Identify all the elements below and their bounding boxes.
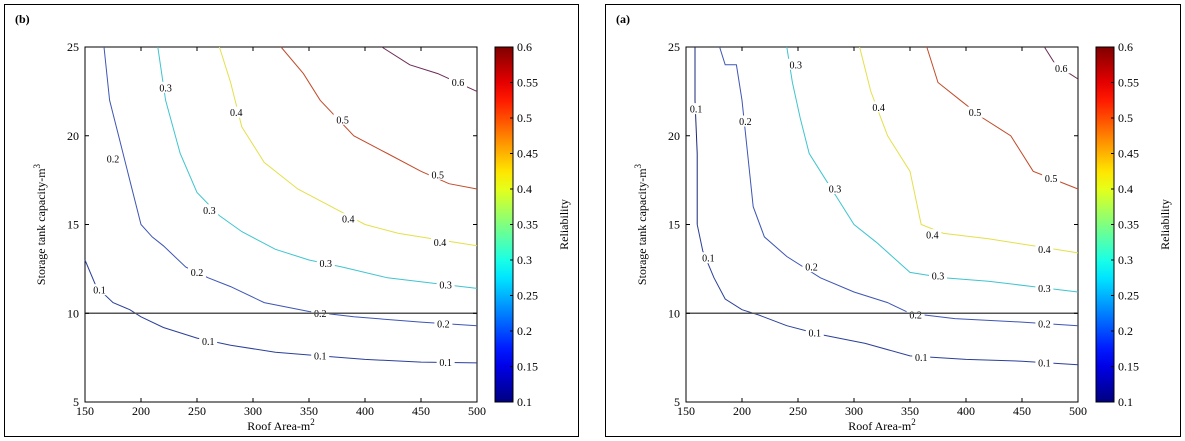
x-axis-label: Roof Area-m2: [247, 417, 314, 433]
contour-label: 0.4: [926, 231, 939, 242]
x-tick-label: 300: [845, 404, 863, 418]
contour-label: 0.1: [690, 105, 703, 116]
contour-label: 0.3: [1038, 284, 1051, 295]
contour-label: 0.4: [434, 238, 447, 249]
contour-label: 0.1: [314, 351, 327, 362]
colorbar-tick-label: 0.2: [1118, 324, 1133, 338]
contour-label: 0.4: [1038, 245, 1051, 256]
colorbar-tick-label: 0.15: [517, 360, 538, 374]
contour-label: 0.2: [191, 268, 204, 279]
contour-label: 0.1: [702, 254, 715, 265]
contour-label: 0.5: [969, 108, 982, 119]
contour-label: 0.3: [203, 206, 216, 217]
contour-label: 0.3: [159, 83, 172, 94]
x-tick-label: 200: [733, 404, 751, 418]
contour-label: 0.2: [1038, 319, 1051, 330]
y-tick-label: 20: [67, 129, 79, 143]
contour-chart-b: (b) 0.1 0.1 0.1 0.1 0.2 0.2 0.2 0.2 0.3 0.3 0.3 0.3 0…: [5, 5, 580, 438]
y-tick-label: 5: [674, 395, 680, 409]
y-tick-label: 5: [73, 395, 79, 409]
colorbar-tick-label: 0.25: [517, 289, 538, 303]
contour-label: 0.1: [915, 353, 928, 364]
y-tick-label: 10: [67, 306, 79, 320]
x-tick-label: 400: [356, 404, 374, 418]
x-tick-label: 250: [789, 404, 807, 418]
contour-label: 0.3: [829, 185, 842, 196]
colorbar-label: Reliability: [1158, 199, 1172, 250]
x-tick-label: 450: [1013, 404, 1031, 418]
y-tick-label: 15: [67, 218, 79, 232]
colorbar-tick-label: 0.3: [1118, 253, 1133, 267]
plot-area: [686, 47, 1078, 402]
colorbar-tick-label: 0.1: [1118, 395, 1133, 409]
colorbar-tick-label: 0.25: [1118, 289, 1139, 303]
contour-label: 0.2: [314, 309, 327, 320]
colorbar-tick-label: 0.1: [517, 395, 532, 409]
colorbar-tick-label: 0.35: [517, 218, 538, 232]
colorbar-tick-label: 0.35: [1118, 218, 1139, 232]
colorbar-tick-label: 0.15: [1118, 360, 1139, 374]
contour-label: 0.1: [809, 328, 822, 339]
contour-label: 0.4: [342, 215, 355, 226]
contour-label: 0.1: [439, 358, 452, 369]
contour-label: 0.2: [107, 154, 120, 165]
colorbar-tick-label: 0.5: [517, 111, 532, 125]
contour-label: 0.3: [439, 280, 452, 291]
x-tick-label: 300: [244, 404, 262, 418]
y-tick-label: 25: [67, 40, 79, 54]
chart-panel-b: (b) 0.1 0.1 0.1 0.1 0.2 0.2 0.2 0.2 0.3 0.3 0.3 0.3 0…: [4, 4, 579, 437]
colorbar-tick-label: 0.45: [1118, 147, 1139, 161]
plot-area: [85, 47, 477, 402]
x-tick-label: 500: [468, 404, 486, 418]
colorbar-tick-label: 0.2: [517, 324, 532, 338]
colorbar-label: Reliability: [557, 199, 571, 250]
x-tick-label: 450: [412, 404, 430, 418]
contour-label: 0.1: [93, 286, 106, 297]
chart-panel-a: (a) 0.1 0.1 0.1 0.1 0.1 0.2 0.2 0.2 0.2 0.3 0.3 0.3 0…: [605, 4, 1181, 437]
colorbar-tick-label: 0.55: [1118, 76, 1139, 90]
colorbar-tick-label: 0.4: [1118, 182, 1133, 196]
contour-label: 0.6: [452, 78, 465, 89]
contour-label: 0.2: [437, 319, 450, 330]
x-tick-label: 350: [901, 404, 919, 418]
x-tick-label: 350: [300, 404, 318, 418]
contour-label: 0.1: [1038, 358, 1051, 369]
y-tick-label: 10: [668, 306, 680, 320]
colorbar-tick-label: 0.4: [517, 182, 532, 196]
x-tick-label: 250: [188, 404, 206, 418]
contour-label: 0.3: [790, 60, 803, 71]
contour-label: 0.4: [230, 108, 243, 119]
panel-label: (b): [15, 12, 30, 26]
x-tick-label: 500: [1069, 404, 1087, 418]
contour-label: 0.5: [1045, 174, 1058, 185]
contour-chart-a: (a) 0.1 0.1 0.1 0.1 0.1 0.2 0.2 0.2 0.2 0.3 0.3 0.3 0…: [606, 5, 1182, 438]
contour-label: 0.5: [432, 170, 445, 181]
y-axis-label: Storage tank capacity-m3: [633, 163, 649, 285]
x-tick-label: 200: [132, 404, 150, 418]
contour-label: 0.2: [909, 311, 922, 322]
colorbar-tick-label: 0.45: [517, 147, 538, 161]
x-axis-label: Roof Area-m2: [848, 417, 915, 433]
colorbar-tick-label: 0.6: [1118, 40, 1133, 54]
contour-label: 0.3: [932, 271, 945, 282]
y-tick-label: 20: [668, 129, 680, 143]
y-tick-label: 25: [668, 40, 680, 54]
contour-label: 0.1: [202, 337, 215, 348]
contour-label: 0.4: [872, 103, 885, 114]
contour-label: 0.3: [320, 259, 333, 270]
contour-label: 0.6: [1055, 64, 1068, 75]
y-axis-label: Storage tank capacity-m3: [32, 163, 48, 285]
y-tick-label: 15: [668, 218, 680, 232]
colorbar-tick-label: 0.6: [517, 40, 532, 54]
contour-label: 0.2: [739, 117, 752, 128]
colorbar-tick-label: 0.55: [517, 76, 538, 90]
contour-label: 0.2: [805, 263, 818, 274]
panel-label: (a): [616, 12, 630, 26]
x-tick-label: 400: [957, 404, 975, 418]
colorbar-tick-label: 0.3: [517, 253, 532, 267]
colorbar-tick-label: 0.5: [1118, 111, 1133, 125]
contour-label: 0.5: [336, 115, 349, 126]
